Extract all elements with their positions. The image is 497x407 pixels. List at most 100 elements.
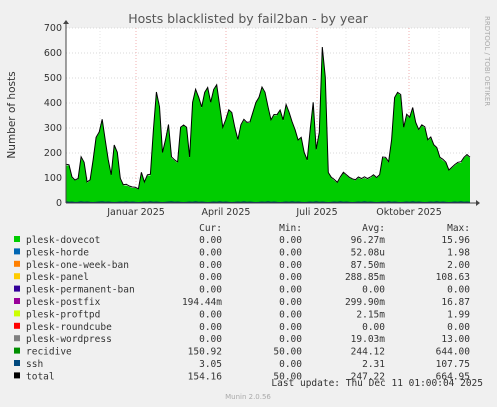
legend-swatch: [14, 260, 20, 267]
legend-avg: 2.31: [362, 359, 385, 370]
legend-header-max: Max:: [447, 223, 470, 234]
axes: [63, 20, 480, 206]
legend-name: plesk-panel: [26, 272, 89, 283]
legend-min: 0.00: [279, 272, 302, 283]
legend-avg: 2.15m: [356, 309, 385, 320]
legend-max: 108.63: [436, 272, 470, 283]
legend-avg: 0.00: [362, 322, 385, 333]
legend-max: 0.00: [447, 285, 470, 296]
legend-name: plesk-horde: [26, 247, 89, 258]
legend-name: plesk-one-week-ban: [26, 260, 129, 271]
legend-name: plesk-roundcube: [26, 322, 112, 333]
legend-swatch: [14, 372, 20, 379]
legend-cur: 0.00: [199, 285, 222, 296]
legend-min: 50.00: [273, 347, 302, 358]
legend-avg: 52.08u: [351, 247, 385, 258]
series-group: [65, 46, 471, 204]
footer: Munin 2.0.56: [225, 393, 271, 401]
legend-name: ssh: [26, 359, 43, 370]
legend-avg: 19.03m: [351, 334, 386, 345]
legend-name: plesk-proftpd: [26, 309, 100, 320]
legend-cur: 3.05: [199, 359, 222, 370]
legend: Cur: Min: Avg: Max: plesk-dovecot 0.00 0.0…: [14, 223, 470, 382]
legend-name: plesk-postfix: [26, 297, 101, 308]
legend-max: 2.00: [447, 260, 470, 271]
legend-swatch: [14, 273, 20, 280]
y-axis-label: Number of hosts: [6, 71, 18, 158]
y-axis-arrow: [63, 20, 69, 24]
legend-min: 0.00: [279, 260, 302, 271]
y-tick-label: 100: [44, 173, 62, 184]
legend-cur: 194.44m: [182, 297, 222, 308]
legend-min: 0.00: [279, 247, 302, 258]
legend-swatch: [14, 236, 20, 242]
legend-max: 644.00: [436, 347, 471, 358]
legend-cur: 0.00: [199, 272, 222, 283]
legend-max: 0.00: [447, 322, 470, 333]
legend-max: 664.95: [436, 371, 470, 382]
legend-max: 16.87: [441, 297, 470, 308]
x-tick-label: Januar 2025: [106, 207, 165, 218]
y-tick-labels: 0 100 200 300 400 500 600 700: [44, 23, 62, 209]
side-label: RRDTOOL / TOBI OETIKER: [483, 16, 491, 106]
legend-swatch: [14, 347, 20, 354]
series-line-ssh: [65, 201, 471, 204]
y-tick-label: 300: [44, 123, 62, 134]
legend-avg: 299.90m: [345, 297, 385, 308]
series-line-total: [65, 46, 471, 190]
legend-avg: 247.22: [351, 371, 385, 382]
legend-min: 0.00: [279, 285, 302, 296]
legend-avg: 87.50m: [351, 260, 386, 271]
legend-name: recidive: [26, 347, 72, 358]
y-tick-label: 0: [56, 198, 62, 209]
legend-min: 0.00: [279, 235, 302, 246]
last-update: Last update: Thu Dec 11 01:00:04 2025: [271, 378, 483, 389]
legend-swatch: [14, 360, 20, 366]
chart-title: Hosts blacklisted by fail2ban - by year: [128, 11, 368, 26]
legend-avg: 0.00: [362, 285, 385, 296]
legend-name: total: [26, 371, 55, 382]
legend-header-cur: Cur:: [199, 223, 222, 234]
legend-cur: 150.92: [188, 347, 222, 358]
legend-avg: 244.12: [351, 347, 385, 358]
legend-cur: 154.16: [188, 371, 223, 382]
legend-avg: 288.85m: [345, 272, 385, 283]
legend-min: 0.00: [279, 297, 302, 308]
legend-cur: 0.00: [199, 334, 222, 345]
legend-max: 1.98: [447, 247, 470, 258]
legend-max: 107.75: [436, 359, 470, 370]
legend-cur: 0.00: [199, 260, 222, 271]
x-tick-label: April 2025: [202, 207, 251, 218]
legend-header-avg: Avg:: [362, 223, 385, 234]
x-tick-label: Juli 2025: [295, 207, 337, 218]
legend-max: 1.99: [447, 309, 470, 320]
legend-name: plesk-permanent-ban: [26, 285, 135, 296]
legend-swatch: [14, 310, 20, 317]
legend-swatch: [14, 248, 20, 255]
legend-avg: 96.27m: [351, 235, 386, 246]
y-tick-label: 200: [44, 148, 62, 159]
y-tick-label: 600: [44, 48, 62, 59]
legend-min: 0.00: [279, 309, 302, 320]
x-axis-arrow: [476, 200, 480, 206]
legend-min: 50.00: [273, 371, 302, 382]
legend-min: 0.00: [279, 359, 302, 370]
legend-name: plesk-dovecot: [26, 235, 100, 246]
legend-swatch: [14, 298, 20, 304]
legend-header-min: Min:: [279, 223, 302, 234]
y-tick-label: 400: [44, 98, 62, 109]
y-tick-label: 700: [44, 23, 62, 34]
legend-max: 13.00: [441, 334, 470, 345]
legend-cur: 0.00: [199, 309, 222, 320]
x-tick-label: Oktober 2025: [376, 207, 442, 218]
legend-cur: 0.00: [199, 235, 222, 246]
legend-cur: 0.00: [199, 322, 222, 333]
legend-name: plesk-wordpress: [26, 334, 112, 345]
legend-swatch: [14, 285, 20, 292]
legend-min: 0.00: [279, 334, 302, 345]
series-area-recidive: [66, 48, 470, 203]
y-tick-label: 500: [44, 73, 62, 84]
legend-cur: 0.00: [199, 247, 222, 258]
legend-swatch: [14, 335, 20, 342]
